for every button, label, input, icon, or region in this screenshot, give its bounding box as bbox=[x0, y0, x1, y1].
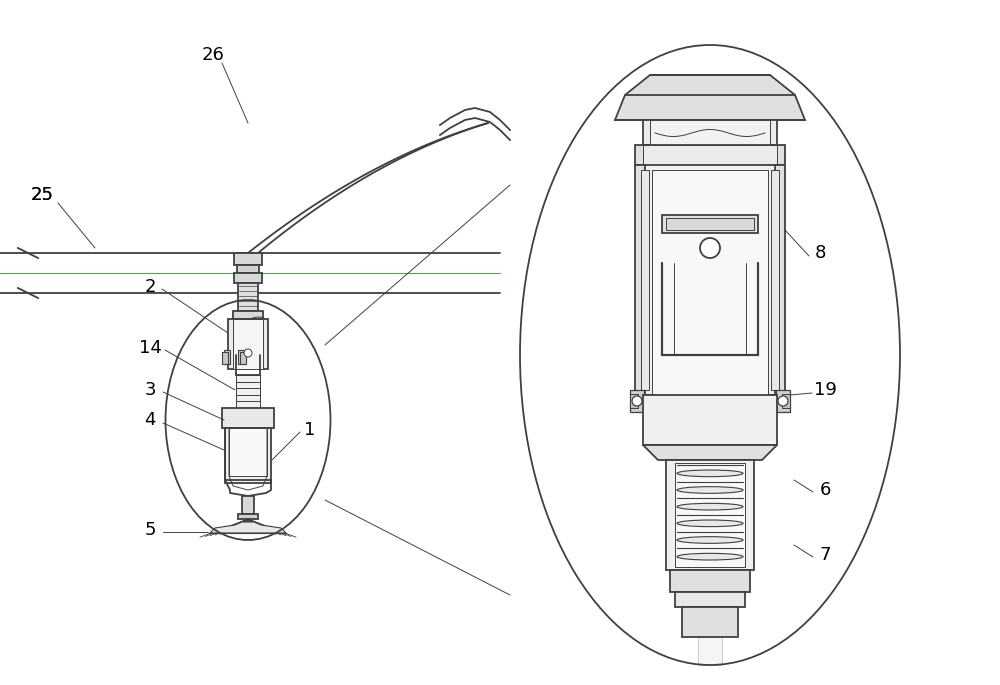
Text: 2: 2 bbox=[144, 278, 156, 296]
Bar bbox=[222, 352, 228, 364]
Ellipse shape bbox=[677, 503, 743, 510]
Bar bbox=[228, 319, 268, 369]
Bar bbox=[650, 120, 770, 145]
Text: 4: 4 bbox=[144, 411, 156, 429]
Bar bbox=[234, 253, 262, 265]
Bar bbox=[771, 170, 779, 390]
Ellipse shape bbox=[677, 486, 743, 493]
Text: 5: 5 bbox=[144, 521, 156, 539]
Polygon shape bbox=[643, 445, 777, 460]
Bar bbox=[233, 319, 263, 369]
Bar bbox=[675, 592, 745, 607]
Polygon shape bbox=[615, 75, 805, 120]
Ellipse shape bbox=[677, 520, 743, 527]
Circle shape bbox=[778, 396, 788, 406]
Circle shape bbox=[700, 238, 720, 258]
Bar bbox=[238, 350, 244, 364]
Text: 1: 1 bbox=[304, 421, 316, 439]
Bar bbox=[240, 352, 246, 364]
Bar bbox=[641, 170, 649, 390]
Text: 14: 14 bbox=[139, 339, 161, 357]
Ellipse shape bbox=[677, 536, 743, 543]
Bar bbox=[643, 395, 777, 445]
Bar bbox=[635, 165, 645, 395]
Bar bbox=[224, 350, 230, 364]
Bar bbox=[670, 570, 750, 592]
Bar bbox=[237, 265, 259, 273]
Bar bbox=[662, 215, 758, 233]
Bar bbox=[233, 311, 263, 319]
Bar bbox=[775, 165, 785, 395]
Bar bbox=[635, 145, 785, 165]
Bar bbox=[630, 394, 638, 408]
Bar bbox=[782, 394, 790, 408]
Ellipse shape bbox=[677, 470, 743, 477]
Bar bbox=[643, 165, 777, 395]
Bar bbox=[666, 460, 754, 570]
Bar bbox=[236, 375, 260, 408]
Bar bbox=[222, 408, 274, 428]
Bar bbox=[652, 170, 768, 395]
Bar bbox=[630, 390, 644, 412]
Ellipse shape bbox=[677, 553, 743, 560]
Text: 7: 7 bbox=[819, 546, 831, 564]
Text: 6: 6 bbox=[819, 481, 831, 499]
Bar bbox=[698, 165, 722, 665]
Circle shape bbox=[632, 396, 642, 406]
Circle shape bbox=[244, 349, 252, 357]
Polygon shape bbox=[210, 522, 286, 533]
Bar bbox=[682, 607, 738, 637]
Bar bbox=[666, 218, 754, 230]
Bar bbox=[238, 283, 258, 311]
Bar bbox=[234, 273, 262, 283]
Bar bbox=[242, 496, 254, 514]
Text: 3: 3 bbox=[144, 381, 156, 399]
Bar bbox=[229, 428, 267, 476]
Bar bbox=[675, 463, 745, 567]
Text: 25: 25 bbox=[30, 186, 54, 204]
Bar bbox=[643, 120, 777, 145]
Bar bbox=[225, 428, 271, 483]
Text: 26: 26 bbox=[202, 46, 224, 64]
Bar bbox=[643, 145, 777, 165]
Bar bbox=[776, 390, 790, 412]
Bar bbox=[238, 514, 258, 519]
Text: 8: 8 bbox=[814, 244, 826, 262]
Text: 25: 25 bbox=[30, 186, 54, 204]
Text: 19: 19 bbox=[814, 381, 836, 399]
